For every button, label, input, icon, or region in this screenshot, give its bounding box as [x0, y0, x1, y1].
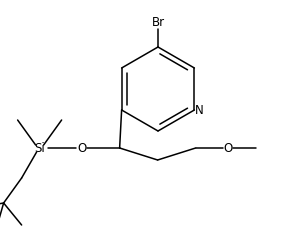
- Text: N: N: [195, 104, 204, 117]
- Text: O: O: [223, 142, 232, 155]
- Text: Br: Br: [151, 15, 164, 28]
- Text: Si: Si: [34, 142, 45, 155]
- Text: O: O: [77, 142, 86, 155]
